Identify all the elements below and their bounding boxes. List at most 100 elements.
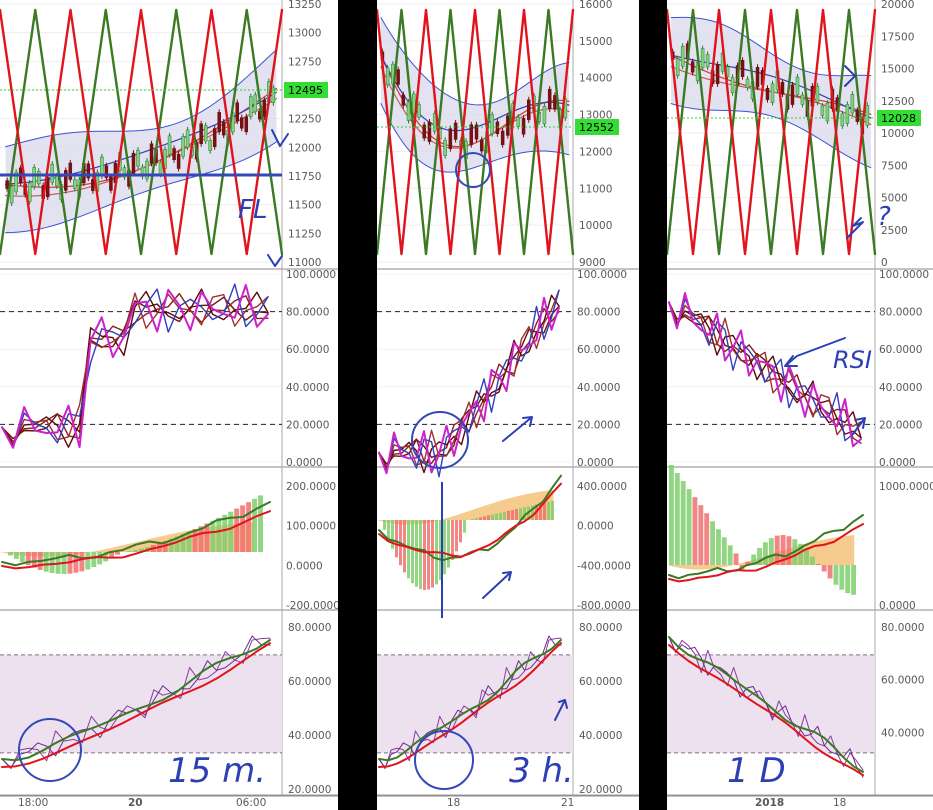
bollinger-band-fill	[5, 49, 277, 233]
time-axis-tick-label: 2018	[755, 797, 784, 809]
macd-histogram-bar	[669, 465, 674, 565]
stoch-axis-tick-label: 100.0000	[879, 269, 929, 281]
candle-body	[122, 167, 127, 178]
macd-histogram-bar	[455, 520, 458, 552]
bollinger-upper-line	[670, 16, 872, 77]
arrow-up-annotation	[852, 417, 866, 435]
candle-body	[820, 105, 825, 116]
candle-body	[181, 136, 185, 157]
rsi-ma-red-line	[378, 642, 562, 768]
price-axis-tick-label: 12750	[288, 56, 321, 68]
macd-histogram-bar	[407, 520, 410, 579]
zigzag-red-line	[0, 8, 284, 256]
candle-body	[131, 152, 136, 174]
candle-body	[14, 171, 18, 193]
rsi-axis-tick-label: 80.0000	[881, 622, 924, 634]
stoch-line	[378, 289, 560, 473]
last-price-tag	[877, 110, 921, 126]
macd-axis-tick-label: 0.0000	[879, 600, 916, 612]
candle-body	[740, 59, 745, 77]
candle-body	[109, 176, 113, 191]
macd-histogram-bar	[431, 520, 434, 588]
macd-axis-tick-label: 200.0000	[286, 481, 336, 493]
rsi-axis-tick-label: 40.0000	[881, 727, 924, 739]
candle-body	[675, 58, 680, 76]
stoch-axis-tick-label: 80.0000	[879, 307, 922, 319]
macd-area-fill	[0, 522, 254, 557]
candle-body	[427, 121, 432, 142]
macd-histogram-bar	[133, 549, 138, 552]
macd-histogram-bar	[258, 495, 263, 552]
stoch-axis-tick-label: 0.0000	[577, 457, 614, 469]
candle-body	[412, 93, 416, 114]
macd-histogram-bar	[31, 552, 37, 568]
candle-body	[506, 115, 510, 136]
candle-body	[27, 182, 32, 202]
candle-body	[271, 87, 276, 103]
macd-histogram-bar	[391, 520, 394, 549]
macd-histogram-bar	[495, 513, 498, 520]
macd-histogram-bar	[451, 520, 454, 560]
macd-histogram-bar	[387, 520, 390, 540]
candle-body	[244, 116, 249, 133]
stoch-axis-tick-label: 0.0000	[286, 457, 323, 469]
stoch-line	[1, 292, 269, 448]
candle-body	[755, 66, 760, 88]
stoch-axis-tick-label: 40.0000	[879, 382, 922, 394]
candle-body	[516, 116, 521, 127]
price-axis-tick-label: 16000	[579, 0, 612, 11]
macd-histogram-bar	[198, 526, 204, 552]
stoch-axis-tick-label: 80.0000	[286, 307, 329, 319]
macd-histogram-bar	[109, 552, 115, 559]
candle-body	[5, 180, 9, 189]
candle-body	[406, 101, 411, 121]
candle-body	[495, 121, 500, 135]
last-price-tag	[284, 82, 328, 98]
candle-body	[32, 167, 36, 187]
candle-body	[149, 143, 154, 164]
chart-column-3h-svg: 1600015000140001300012000110001000090001…	[377, 0, 639, 809]
macd-histogram-bar	[7, 552, 13, 556]
stoch-axis-tick-label: 20.0000	[577, 419, 620, 431]
macd-histogram-bar	[127, 551, 132, 552]
last-price-tag-label: 12495	[288, 84, 323, 97]
price-axis-tick-label: 10000	[579, 220, 612, 232]
macd-histogram-bar	[43, 552, 49, 572]
macd-histogram-bar	[423, 520, 426, 590]
macd-histogram-bar	[252, 498, 258, 552]
macd-histogram-bar	[186, 531, 192, 552]
macd-histogram-bar	[411, 520, 414, 584]
candle-body	[547, 88, 552, 110]
candle-body	[212, 128, 217, 147]
stoch-magenta-line	[1, 284, 269, 449]
macd-histogram-bar	[73, 552, 79, 573]
price-axis-tick-label: 12500	[881, 96, 914, 108]
macd-histogram-bar	[447, 520, 450, 568]
macd-histogram-bar	[13, 552, 19, 559]
macd-histogram-bar	[479, 517, 482, 520]
macd-histogram-bar	[459, 520, 462, 543]
macd-histogram-bar	[845, 565, 851, 594]
price-axis-tick-label: 11500	[288, 200, 321, 212]
price-axis-tick-label: 10000	[881, 128, 914, 140]
candle-body	[825, 102, 830, 122]
macd-histogram-bar	[210, 520, 216, 552]
candle-body	[500, 130, 505, 146]
macd-histogram-bar	[25, 552, 31, 566]
rsi-axis-tick-label: 80.0000	[579, 622, 622, 634]
candle-body	[705, 54, 710, 68]
time-axis-tick-label: 18:00	[18, 797, 48, 809]
candle-body	[167, 135, 172, 155]
macd-histogram-bar	[97, 552, 103, 565]
macd-histogram-bar	[710, 521, 715, 565]
macd-histogram-bar	[240, 505, 246, 552]
stoch-line	[1, 296, 269, 440]
rsi-ma-green-line	[378, 638, 562, 762]
stoch-axis-tick-label: 40.0000	[286, 382, 329, 394]
candle-body	[199, 123, 203, 144]
chart-column-1d: 20000 17500 15000 12500 10000 7500 5000 2500 0 12…	[667, 0, 933, 810]
stoch-axis-tick-label: 100.0000	[577, 269, 627, 281]
circle-annotation	[411, 411, 469, 469]
candle-body	[104, 165, 109, 178]
candle-body	[855, 110, 860, 122]
